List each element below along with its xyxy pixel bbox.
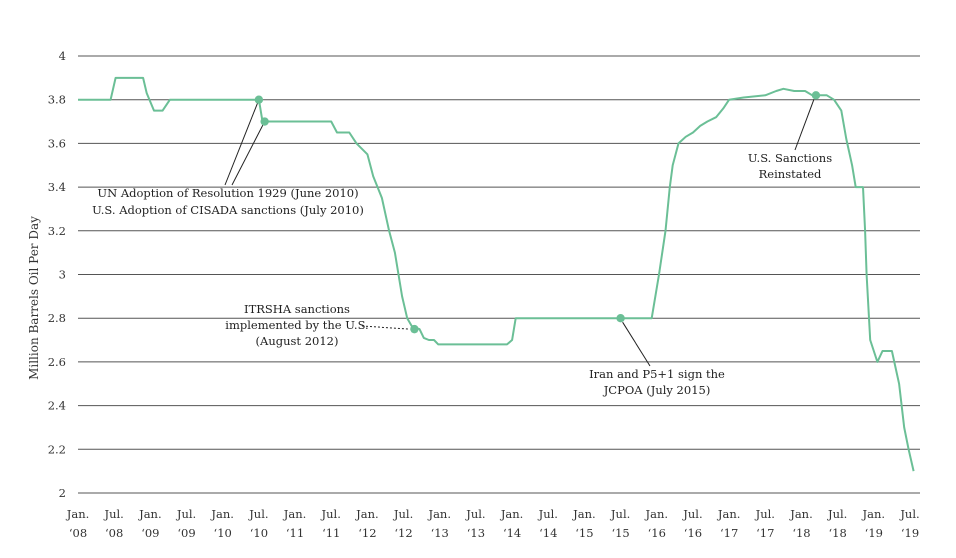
x-tick-label: Jul. xyxy=(755,507,775,521)
x-tick-label: ‘18 xyxy=(792,526,810,540)
y-tick-label: 2.4 xyxy=(48,399,66,413)
x-tick-label: Jul. xyxy=(176,507,196,521)
y-tick-label: 3.8 xyxy=(48,93,66,107)
annotation-leader xyxy=(622,321,651,367)
annotation: UN Adoption of Resolution 1929 (June 201… xyxy=(92,186,364,217)
annotation-text: U.S. Adoption of CISADA sanctions (July … xyxy=(92,203,364,217)
x-tick-label: Jan. xyxy=(138,507,162,521)
y-tick-label: 4 xyxy=(59,49,66,63)
x-tick-label: ‘19 xyxy=(901,526,919,540)
annotation-leader xyxy=(361,325,410,330)
y-tick-label: 3.4 xyxy=(48,180,66,194)
annotation-text: Reinstated xyxy=(759,167,822,181)
x-tick-label: Jan. xyxy=(645,507,669,521)
x-tick-label: ‘17 xyxy=(720,526,738,540)
annotation-text: ITRSHA sanctions xyxy=(244,302,350,316)
annotation: ITRSHA sanctions implemented by the U.S. (… xyxy=(225,302,368,348)
x-tick-label: Jan. xyxy=(427,507,451,521)
x-tick-label: ‘18 xyxy=(829,526,847,540)
x-tick-label: ‘08 xyxy=(69,526,87,540)
oil-production-line xyxy=(78,76,915,472)
x-tick-label: Jan. xyxy=(862,507,886,521)
x-tick-label: Jul. xyxy=(538,507,558,521)
event-marker xyxy=(811,91,821,100)
x-tick-label: ‘11 xyxy=(322,526,340,540)
x-tick-label: ‘12 xyxy=(358,526,376,540)
x-tick-label: ‘13 xyxy=(467,526,485,540)
x-tick-label: ‘10 xyxy=(250,526,268,540)
x-tick-label: ‘17 xyxy=(756,526,774,540)
event-marker xyxy=(616,314,625,323)
x-tick-label: Jul. xyxy=(103,507,123,521)
gridlines xyxy=(78,55,920,494)
event-marker xyxy=(410,324,419,334)
y-tick-label: 2.2 xyxy=(48,442,66,456)
x-tick-label: ‘10 xyxy=(214,526,232,540)
x-tick-label: Jan. xyxy=(210,507,234,521)
annotation-text: Iran and P5+1 sign the xyxy=(589,367,725,381)
annotation-text: JCPOA (July 2015) xyxy=(603,383,711,397)
annotation-text: U.S. Sanctions xyxy=(748,151,832,165)
annotations: UN Adoption of Resolution 1929 (June 201… xyxy=(92,151,832,397)
annotation-leader xyxy=(794,99,815,151)
x-tick-label: Jul. xyxy=(827,507,847,521)
y-tick-label: 2.8 xyxy=(48,311,66,325)
x-tick-label: ‘09 xyxy=(177,526,195,540)
x-tick-label: ‘16 xyxy=(684,526,702,540)
x-tick-label: Jul. xyxy=(610,507,630,521)
x-tick-label: ‘19 xyxy=(865,526,883,540)
annotation-text: UN Adoption of Resolution 1929 (June 201… xyxy=(97,186,358,200)
x-tick-label: ‘14 xyxy=(539,526,557,540)
x-tick-label: ‘11 xyxy=(286,526,304,540)
x-tick-label: Jul. xyxy=(899,507,919,521)
x-tick-label: Jan. xyxy=(500,507,524,521)
annotation: U.S. Sanctions Reinstated xyxy=(748,151,832,181)
x-tick-label: ‘15 xyxy=(611,526,629,540)
y-tick-label: 3.6 xyxy=(48,136,66,150)
x-tick-label: ‘09 xyxy=(141,526,159,540)
x-tick-label: Jul. xyxy=(248,507,268,521)
y-axis-label: Million Barrels Oil Per Day xyxy=(27,216,41,380)
x-tick-labels: Jan. ‘08 Jul. ‘08 Jan. ‘09 Jul. ‘09 Jan. ‘10 Jul. ‘… xyxy=(66,507,920,540)
x-tick-label: Jul. xyxy=(682,507,702,521)
x-tick-label: ‘15 xyxy=(575,526,593,540)
y-tick-label: 2.6 xyxy=(48,355,66,369)
x-tick-label: Jan. xyxy=(66,507,90,521)
y-tick-label: 2 xyxy=(59,486,66,500)
annotation-text: implemented by the U.S. xyxy=(225,318,368,332)
x-tick-label: ‘14 xyxy=(503,526,521,540)
annotation-text: (August 2012) xyxy=(256,334,339,348)
event-marker xyxy=(254,95,264,104)
x-tick-label: Jan. xyxy=(283,507,307,521)
x-tick-label: Jan. xyxy=(789,507,813,521)
x-tick-label: ‘16 xyxy=(648,526,666,540)
y-tick-labels: 2 2.2 2.4 2.6 2.8 3 3.2 3.4 3.6 3.8 4 xyxy=(48,49,66,500)
y-tick-label: 3 xyxy=(59,268,66,282)
annotation: Iran and P5+1 sign the JCPOA (July 2015) xyxy=(589,367,725,397)
x-tick-label: ‘08 xyxy=(105,526,123,540)
x-tick-label: Jul. xyxy=(393,507,413,521)
y-tick-label: 3.2 xyxy=(48,224,66,238)
event-marker xyxy=(260,117,269,126)
x-tick-label: Jan. xyxy=(717,507,741,521)
annotation-leaders xyxy=(224,99,815,367)
x-tick-label: Jul. xyxy=(321,507,341,521)
x-tick-label: ‘13 xyxy=(431,526,449,540)
event-markers xyxy=(254,91,821,334)
annotation-leader xyxy=(224,99,260,186)
x-tick-label: Jul. xyxy=(465,507,485,521)
x-tick-label: ‘12 xyxy=(394,526,412,540)
x-tick-label: Jan. xyxy=(572,507,596,521)
annotation-leader xyxy=(231,121,266,186)
x-tick-label: Jan. xyxy=(355,507,379,521)
